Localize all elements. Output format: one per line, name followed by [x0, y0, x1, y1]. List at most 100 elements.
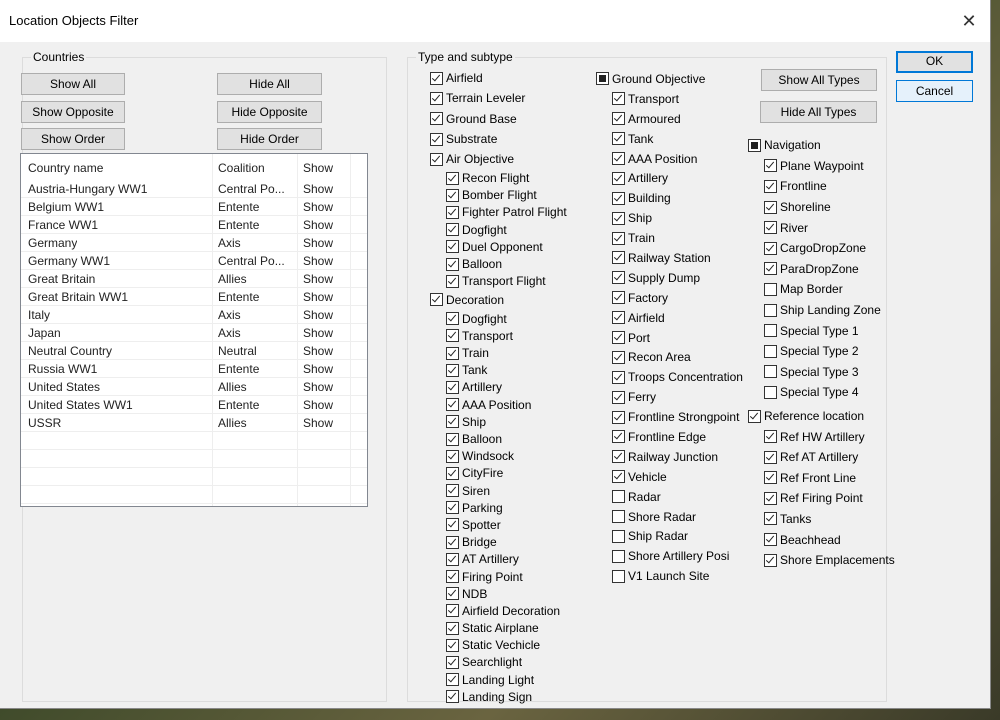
column-header-show[interactable]: Show — [303, 161, 334, 175]
checkmark-icon[interactable] — [612, 410, 625, 424]
checkmark-icon[interactable] — [764, 430, 777, 444]
checkbox-troops-concentration[interactable]: Troops Concentration — [612, 367, 743, 387]
checkbox-ref-front-line[interactable]: Ref Front Line — [764, 468, 895, 489]
checkbox-bomber-flight[interactable]: Bomber Flight — [446, 187, 567, 204]
checkmark-icon[interactable] — [446, 518, 459, 532]
checkmark-icon[interactable] — [430, 91, 443, 105]
checkmark-icon[interactable] — [446, 501, 459, 515]
checkbox-static-airplane[interactable]: Static Airplane — [446, 619, 567, 636]
checkbox-frontline[interactable]: Frontline — [764, 176, 895, 197]
checkbox-landing-sign[interactable]: Landing Sign — [446, 688, 567, 705]
checkbox-bridge[interactable]: Bridge — [446, 534, 567, 551]
checkmark-icon[interactable] — [748, 409, 761, 423]
table-row[interactable]: USSR Allies Show — [21, 414, 367, 432]
checkmark-icon[interactable] — [612, 390, 625, 404]
checkbox-special-type-3[interactable]: Special Type 3 — [764, 362, 895, 383]
indeterminate-icon[interactable] — [596, 72, 609, 86]
checkbox-artillery[interactable]: Artillery — [612, 168, 743, 188]
checkmark-icon[interactable] — [764, 512, 777, 526]
checkbox-siren[interactable]: Siren — [446, 482, 567, 499]
checkbox-special-type-1[interactable]: Special Type 1 — [764, 320, 895, 341]
checkmark-icon[interactable] — [612, 311, 625, 325]
checkmark-icon[interactable] — [446, 570, 459, 583]
ok-button[interactable]: OK — [896, 51, 973, 73]
hide-order-button[interactable]: Hide Order — [217, 128, 322, 150]
table-row[interactable]: Austria-Hungary WW1 Central Po... Show — [21, 180, 367, 198]
checkmark-icon[interactable] — [446, 171, 459, 185]
empty-checkbox-icon[interactable] — [764, 385, 777, 399]
checkmark-icon[interactable] — [446, 552, 459, 566]
checkmark-icon[interactable] — [764, 533, 777, 547]
checkbox-supply-dump[interactable]: Supply Dump — [612, 268, 743, 288]
checkbox-dogfight[interactable]: Dogfight — [446, 310, 567, 327]
checkbox-tank[interactable]: Tank — [612, 129, 743, 149]
column-header-country-name[interactable]: Country name — [28, 161, 104, 175]
checkbox-plane-waypoint[interactable]: Plane Waypoint — [764, 156, 895, 177]
empty-checkbox-icon[interactable] — [612, 510, 625, 524]
checkmark-icon[interactable] — [764, 262, 777, 276]
checkmark-icon[interactable] — [612, 470, 625, 484]
checkbox-frontline-strongpoint[interactable]: Frontline Strongpoint — [612, 407, 743, 427]
table-row[interactable]: Japan Axis Show — [21, 324, 367, 342]
checkbox-v1-launch-site[interactable]: V1 Launch Site — [612, 566, 743, 586]
checkbox-ndb[interactable]: NDB — [446, 585, 567, 602]
checkmark-icon[interactable] — [764, 471, 777, 485]
checkbox-airfield[interactable]: Airfield — [612, 308, 743, 328]
checkbox-transport[interactable]: Transport — [446, 327, 567, 344]
checkbox-airfield[interactable]: Airfield — [430, 68, 567, 88]
checkbox-vehicle[interactable]: Vehicle — [612, 467, 743, 487]
checkbox-artillery[interactable]: Artillery — [446, 379, 567, 396]
checkmark-icon[interactable] — [764, 553, 777, 567]
checkbox-landing-light[interactable]: Landing Light — [446, 671, 567, 688]
checkmark-icon[interactable] — [612, 231, 625, 245]
checkbox-cityfire[interactable]: CityFire — [446, 465, 567, 482]
table-row[interactable]: France WW1 Entente Show — [21, 216, 367, 234]
checkbox-dogfight[interactable]: Dogfight — [446, 221, 567, 238]
checkbox-duel-opponent[interactable]: Duel Opponent — [446, 238, 567, 255]
indeterminate-icon[interactable] — [748, 138, 761, 152]
checkmark-icon[interactable] — [446, 240, 459, 254]
checkbox-shore-radar[interactable]: Shore Radar — [612, 507, 743, 527]
checkmark-icon[interactable] — [612, 450, 625, 464]
checkbox-spotter[interactable]: Spotter — [446, 516, 567, 533]
show-opposite-button[interactable]: Show Opposite — [21, 101, 125, 123]
checkmark-icon[interactable] — [446, 604, 459, 618]
empty-checkbox-icon[interactable] — [612, 549, 625, 563]
checkmark-icon[interactable] — [446, 432, 459, 446]
checkbox-ref-hw-artillery[interactable]: Ref HW Artillery — [764, 426, 895, 447]
checkmark-icon[interactable] — [446, 363, 459, 377]
checkbox-reference-location[interactable]: Reference location — [748, 406, 895, 427]
checkmark-icon[interactable] — [446, 621, 459, 635]
checkmark-icon[interactable] — [612, 191, 625, 205]
table-row[interactable]: Russia WW1 Entente Show — [21, 360, 367, 378]
checkbox-special-type-2[interactable]: Special Type 2 — [764, 341, 895, 362]
checkbox-decoration[interactable]: Decoration — [430, 290, 567, 310]
checkmark-icon[interactable] — [446, 690, 459, 704]
checkmark-icon[interactable] — [430, 293, 443, 307]
empty-checkbox-icon[interactable] — [764, 344, 777, 358]
empty-checkbox-icon[interactable] — [764, 324, 777, 338]
checkbox-ship-landing-zone[interactable]: Ship Landing Zone — [764, 300, 895, 321]
checkmark-icon[interactable] — [446, 466, 459, 480]
checkbox-paradropzone[interactable]: ParaDropZone — [764, 259, 895, 280]
checkbox-cargodropzone[interactable]: CargoDropZone — [764, 238, 895, 259]
checkmark-icon[interactable] — [446, 380, 459, 394]
checkbox-transport[interactable]: Transport — [612, 89, 743, 109]
checkbox-shore-artillery-posi[interactable]: Shore Artillery Posi — [612, 546, 743, 566]
table-row[interactable]: United States WW1 Entente Show — [21, 396, 367, 414]
checkbox-recon-area[interactable]: Recon Area — [612, 347, 743, 367]
checkmark-icon[interactable] — [612, 350, 625, 364]
checkbox-shore-emplacements[interactable]: Shore Emplacements — [764, 550, 895, 571]
table-row[interactable]: Germany Axis Show — [21, 234, 367, 252]
table-row[interactable]: Great Britain WW1 Entente Show — [21, 288, 367, 306]
cancel-button[interactable]: Cancel — [896, 80, 973, 102]
checkbox-ground-objective[interactable]: Ground Objective — [596, 69, 743, 89]
checkbox-at-artillery[interactable]: AT Artillery — [446, 551, 567, 568]
checkmark-icon[interactable] — [612, 370, 625, 384]
checkbox-railway-junction[interactable]: Railway Junction — [612, 447, 743, 467]
checkmark-icon[interactable] — [430, 112, 443, 126]
empty-checkbox-icon[interactable] — [764, 303, 777, 317]
show-order-button[interactable]: Show Order — [21, 128, 125, 150]
checkmark-icon[interactable] — [446, 449, 459, 463]
checkbox-ship[interactable]: Ship — [612, 208, 743, 228]
